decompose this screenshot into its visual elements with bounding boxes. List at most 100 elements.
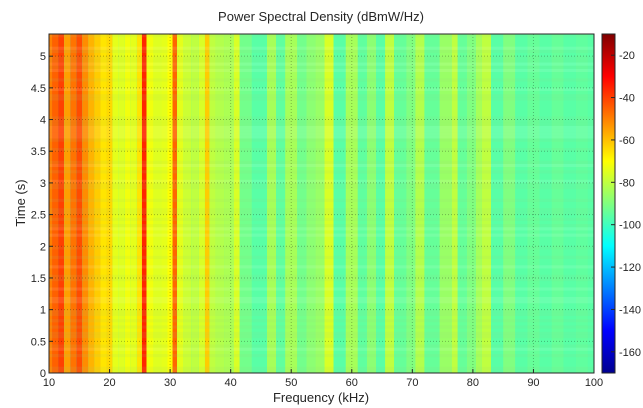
colorbar-tick-label: -140 [619, 304, 641, 316]
frequency-band [366, 34, 376, 373]
time-streak [49, 129, 594, 133]
time-streak [49, 179, 594, 183]
frequency-band [215, 34, 225, 373]
frequency-band [315, 34, 325, 373]
time-streak [49, 62, 594, 66]
x-axis-label: Frequency (kHz) [273, 390, 369, 405]
frequency-band [136, 34, 142, 373]
frequency-band [49, 34, 53, 373]
time-streak [49, 277, 594, 282]
time-streak [49, 163, 594, 168]
y-tick-label: 5 [40, 51, 46, 63]
plot-area [49, 34, 594, 373]
frequency-band [285, 34, 298, 373]
frequency-band [100, 34, 107, 373]
x-tick-label: 20 [103, 377, 115, 389]
frequency-band [527, 34, 540, 373]
x-tick-label: 70 [406, 377, 418, 389]
frequency-band [424, 34, 440, 373]
time-streak [49, 331, 594, 335]
chart-title: Power Spectral Density (dBmW/Hz) [218, 9, 424, 24]
colorbar-ticks: -20 -40 -60 -80 -100 -120 -140 -160 [611, 50, 641, 359]
frequency-band [88, 34, 95, 373]
time-streak [49, 59, 594, 63]
time-streak [49, 211, 594, 215]
time-streak [49, 300, 594, 304]
time-streak [49, 148, 594, 152]
frequency-band [475, 34, 482, 373]
colorbar-tick-label: -80 [619, 177, 635, 189]
frequency-band [233, 34, 240, 373]
time-streak [49, 56, 594, 60]
y-axis: 0 0.5 1 1.5 2 2.5 3 3.5 4 4.5 5 [31, 51, 53, 380]
time-streak [49, 296, 594, 301]
frequency-band [183, 34, 192, 373]
y-tick-label: 0.5 [31, 336, 46, 348]
time-streak [49, 265, 594, 269]
frequency-band [376, 34, 386, 373]
time-streak [49, 87, 594, 92]
frequency-band [112, 34, 119, 373]
colorbar-tick-label: -160 [619, 347, 641, 359]
frequency-band [297, 34, 307, 373]
x-tick-label: 100 [585, 377, 603, 389]
time-streak [49, 46, 594, 50]
colorbar-tick-label: -40 [619, 93, 635, 105]
frequency-band [333, 34, 346, 373]
frequency-band [491, 34, 504, 373]
x-tick-label: 90 [527, 377, 539, 389]
time-streak [49, 186, 594, 190]
frequency-band [172, 34, 178, 373]
frequency-band [124, 34, 131, 373]
x-tick-label: 80 [467, 377, 479, 389]
time-streak [49, 122, 594, 126]
time-streak [49, 347, 594, 351]
frequency-band [209, 34, 216, 373]
time-streak [49, 132, 594, 136]
frequency-band [457, 34, 467, 373]
time-streak [49, 78, 594, 82]
frequency-band [276, 34, 286, 373]
frequency-band [239, 34, 252, 373]
y-tick-label: 4.5 [31, 83, 46, 95]
frequency-band [503, 34, 516, 373]
frequency-band [515, 34, 528, 373]
frequency-band [70, 34, 77, 373]
time-streak [49, 325, 594, 329]
time-streak [49, 369, 594, 373]
frequency-band [451, 34, 458, 373]
time-streak [49, 65, 594, 69]
frequency-band [415, 34, 425, 373]
frequency-band [267, 34, 277, 373]
frequency-band [539, 34, 552, 373]
y-axis-label: Time (s) [13, 179, 28, 226]
time-streak [49, 68, 594, 73]
frequency-band [481, 34, 492, 373]
frequency-band [324, 34, 334, 373]
frequency-band [439, 34, 452, 373]
colorbar-gradient [601, 33, 616, 374]
time-streak [49, 312, 594, 316]
frequency-band [64, 34, 71, 373]
frequency-band [161, 34, 168, 373]
frequency-band [251, 34, 267, 373]
time-streak [49, 34, 594, 38]
frequency-band [551, 34, 564, 373]
frequency-band [466, 34, 476, 373]
y-tick-label: 1.5 [31, 273, 46, 285]
x-tick-label: 40 [225, 377, 237, 389]
time-streak [49, 116, 594, 120]
time-streaks [49, 34, 594, 373]
time-streak [49, 182, 594, 187]
frequency-band [52, 34, 59, 373]
colorbar-tick-label: -20 [619, 50, 635, 62]
time-streak [49, 344, 594, 348]
time-streak [49, 233, 594, 237]
time-streak [49, 224, 594, 228]
y-tick-label: 3 [40, 178, 46, 190]
frequency-band [587, 34, 594, 373]
time-streak [49, 138, 594, 142]
frequency-band [357, 34, 367, 373]
frequency-band [58, 34, 65, 373]
y-tick-label: 0 [40, 368, 46, 380]
